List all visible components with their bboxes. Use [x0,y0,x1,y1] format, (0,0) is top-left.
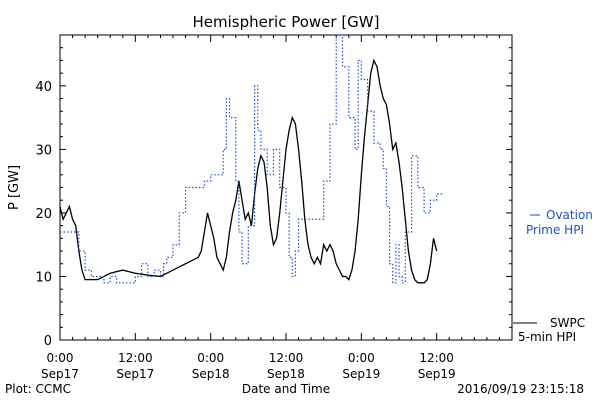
x-axis-label: Date and Time [242,382,330,396]
plot-credit: Plot: CCMC [5,382,71,396]
y-tick-label: 40 [35,80,52,95]
x-tick-date-label: Sep18 [267,367,305,381]
series-line-ovation [60,34,443,284]
x-tick-date-label: Sep17 [116,367,154,381]
x-tick-time-label: 0:00 [348,351,375,365]
x-tick-date-label: Sep19 [418,367,456,381]
y-tick-label: 0 [44,334,52,349]
y-tick-label: 10 [35,270,52,285]
legend-label-ovation-line2: Prime HPI [526,223,584,237]
x-tick-time-label: 12:00 [269,351,304,365]
x-tick-date-label: Sep17 [41,367,79,381]
x-tick-date-label: Sep18 [192,367,230,381]
x-tick-time-label: 12:00 [419,351,454,365]
x-tick-time-label: 0:00 [197,351,224,365]
legend-label-ovation-line1: Ovation [546,208,593,222]
x-tick-time-label: 0:00 [47,351,74,365]
y-axis-label: P [GW] [7,165,22,210]
legend-label-swpc-line1: SWPC [550,316,585,330]
x-tick-date-label: Sep19 [342,367,380,381]
plot-frame [59,34,513,341]
chart-title: Hemispheric Power [GW] [193,13,380,31]
plot-timestamp: 2016/09/19 23:15:18 [457,382,584,396]
y-tick-label: 30 [35,143,52,158]
y-tick-label: 20 [35,207,52,222]
series-line-swpc [59,58,438,284]
x-tick-time-label: 12:00 [118,351,153,365]
legend-label-swpc-line2: 5-min HPI [518,330,576,344]
